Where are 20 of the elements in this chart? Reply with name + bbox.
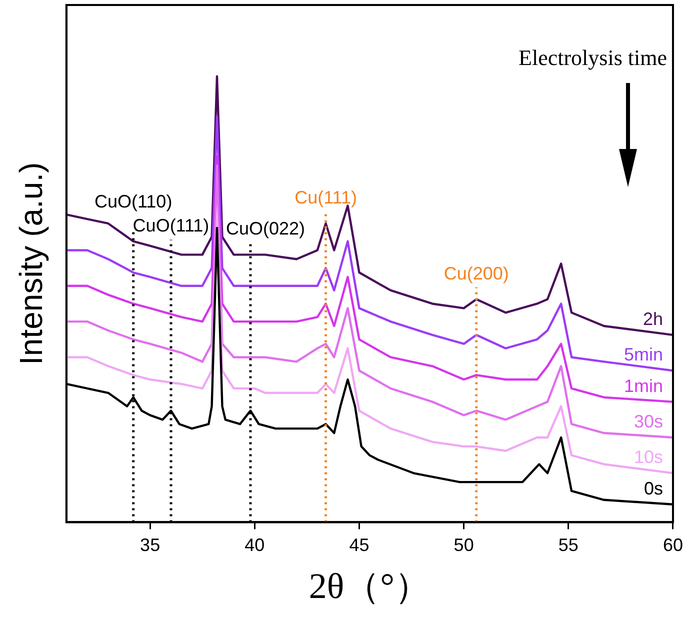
x-tick-label: 40 xyxy=(244,534,265,555)
ref-line-label: CuO(110) xyxy=(94,192,172,212)
series-label: 0s xyxy=(644,478,663,498)
series-label: 1min xyxy=(624,376,663,396)
x-tick-label: 60 xyxy=(662,534,684,555)
series-label: 10s xyxy=(634,447,663,468)
ref-line-label: CuO(022) xyxy=(226,218,306,239)
series-label: 5min xyxy=(624,344,663,365)
x-axis-title: 2θ（°） xyxy=(308,566,431,606)
ref-line-label: CuO(111) xyxy=(132,216,210,236)
x-tick-label: 35 xyxy=(140,534,160,555)
text: Electrolysis time xyxy=(518,45,667,70)
x-tick-label: 45 xyxy=(349,534,370,555)
y-axis-title: Intensity (a.u.) xyxy=(13,162,50,365)
ref-line-label: Cu(111) xyxy=(294,187,357,208)
ref-line-label: Cu(200) xyxy=(444,263,509,284)
series-label: 30s xyxy=(634,411,663,432)
x-tick-label: 55 xyxy=(558,534,578,555)
x-tick-label: 50 xyxy=(454,534,474,555)
series-label: 2h xyxy=(642,308,663,329)
